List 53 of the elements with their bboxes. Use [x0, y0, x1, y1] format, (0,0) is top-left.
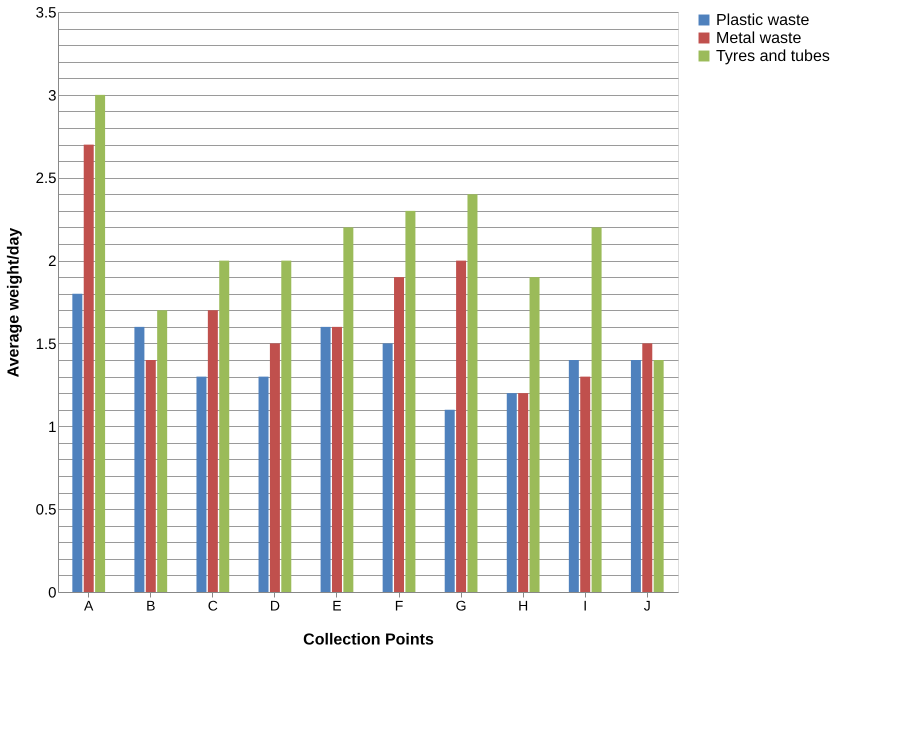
- y-tick-label: 1.5: [36, 336, 56, 353]
- bar: [332, 326, 342, 592]
- x-tick-label: A: [84, 598, 94, 614]
- bar: [146, 360, 156, 592]
- x-tick-label: H: [518, 598, 528, 614]
- y-tick-label: 0.5: [36, 502, 56, 519]
- bar: [270, 343, 280, 592]
- x-tick-label: E: [332, 598, 342, 614]
- bar: [208, 310, 218, 592]
- bar: [642, 343, 652, 592]
- bar: [196, 376, 206, 592]
- x-tick-label: B: [146, 598, 156, 614]
- bar: [592, 227, 602, 592]
- bar: [456, 260, 466, 592]
- x-tick-label: D: [270, 598, 280, 614]
- y-tick-label: 3: [48, 87, 56, 104]
- bar: [157, 310, 168, 592]
- x-tick-label: I: [583, 598, 588, 614]
- bar: [530, 277, 540, 592]
- x-axis-title: Collection Points: [303, 632, 434, 648]
- bar: [580, 376, 590, 592]
- legend-label: Tyres and tubes: [716, 48, 830, 65]
- x-tick-label: C: [208, 598, 218, 614]
- y-tick-label: 2.5: [36, 170, 56, 188]
- bar: [405, 210, 416, 592]
- bar: [343, 227, 354, 592]
- y-axis-title: Average weight/day: [6, 228, 23, 378]
- legend-label: Plastic waste: [716, 12, 810, 29]
- x-tick-label: G: [456, 598, 467, 614]
- y-tick-label: 3.5: [36, 4, 56, 22]
- x-tick-label: F: [394, 598, 404, 614]
- bar: [72, 294, 82, 592]
- bar: [518, 393, 528, 592]
- bar: [467, 194, 478, 592]
- bar: [219, 260, 230, 592]
- x-tick-label: J: [644, 598, 651, 614]
- bar: [394, 277, 404, 592]
- bar: [320, 326, 331, 592]
- bar: [654, 360, 664, 592]
- y-tick-label: 2: [48, 253, 56, 270]
- bar: [382, 343, 393, 592]
- y-tick-label: 1: [48, 418, 56, 436]
- bar: [568, 360, 579, 592]
- y-tick-label: 0: [48, 584, 56, 602]
- bar: [134, 326, 144, 592]
- bar: [281, 260, 292, 592]
- bar: [84, 144, 94, 592]
- bar: [444, 410, 455, 592]
- bar: [630, 360, 641, 592]
- bar: [95, 94, 106, 592]
- bar: [506, 393, 517, 592]
- legend-label: Metal waste: [716, 30, 802, 47]
- bar: [258, 376, 269, 592]
